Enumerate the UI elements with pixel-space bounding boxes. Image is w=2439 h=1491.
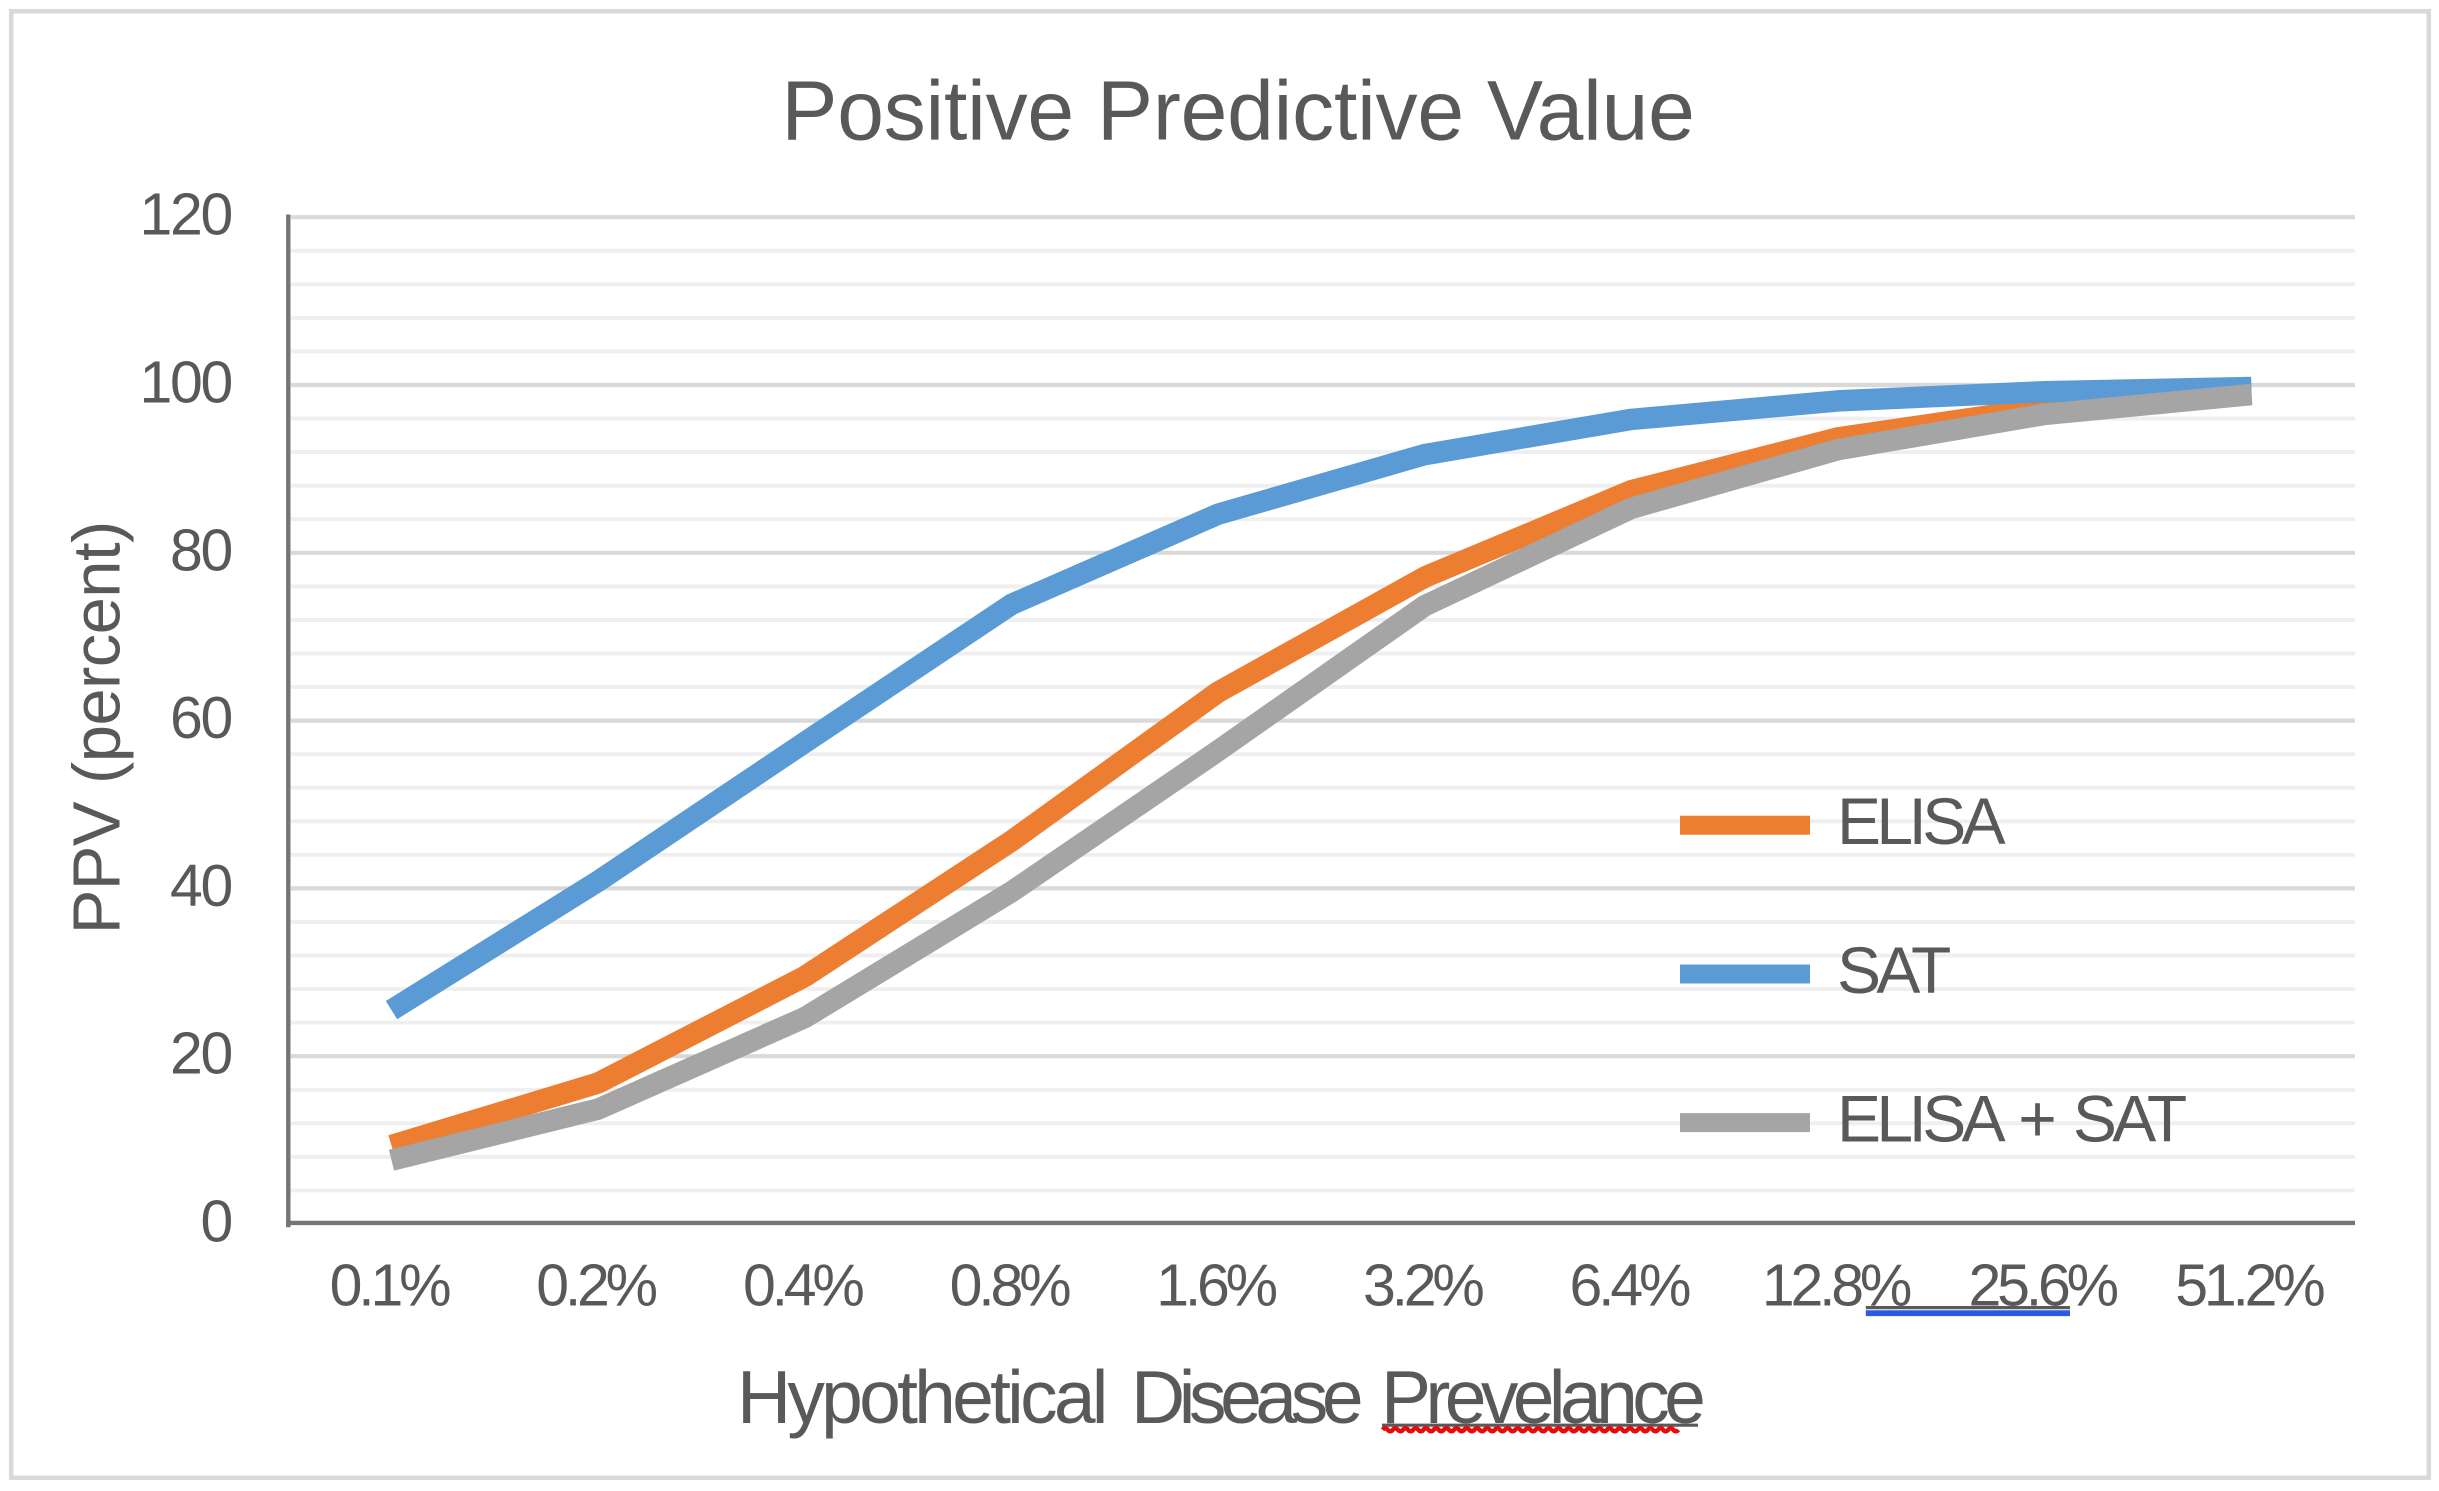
- svg-text:80: 80: [170, 517, 232, 583]
- svg-text:Hypothetical: Hypothetical: [737, 1355, 1105, 1439]
- svg-text:3.2%: 3.2%: [1363, 1253, 1483, 1319]
- svg-text:Disease: Disease: [1131, 1355, 1361, 1439]
- svg-text:60: 60: [170, 685, 232, 751]
- svg-text:120: 120: [139, 182, 231, 248]
- svg-text:40: 40: [170, 853, 232, 919]
- svg-text:SAT: SAT: [1837, 933, 1950, 1007]
- svg-text:0.1%: 0.1%: [330, 1253, 450, 1319]
- svg-text:51.2%: 51.2%: [2175, 1253, 2324, 1319]
- svg-text:0: 0: [200, 1189, 231, 1255]
- svg-text:1.6%: 1.6%: [1156, 1253, 1276, 1319]
- svg-text:6.4%: 6.4%: [1570, 1253, 1690, 1319]
- svg-text:0.8%: 0.8%: [950, 1253, 1070, 1319]
- svg-text:0.4%: 0.4%: [743, 1253, 863, 1319]
- svg-text:0.2%: 0.2%: [536, 1253, 656, 1319]
- svg-text:ELISA + SAT: ELISA + SAT: [1837, 1082, 2186, 1156]
- svg-text:ELISA: ELISA: [1837, 784, 2006, 858]
- svg-text:PPV (percent): PPV (percent): [60, 521, 135, 934]
- svg-text:100: 100: [139, 350, 231, 416]
- svg-text:20: 20: [170, 1021, 232, 1087]
- svg-text:Positive Predictive Value: Positive Predictive Value: [781, 64, 1694, 158]
